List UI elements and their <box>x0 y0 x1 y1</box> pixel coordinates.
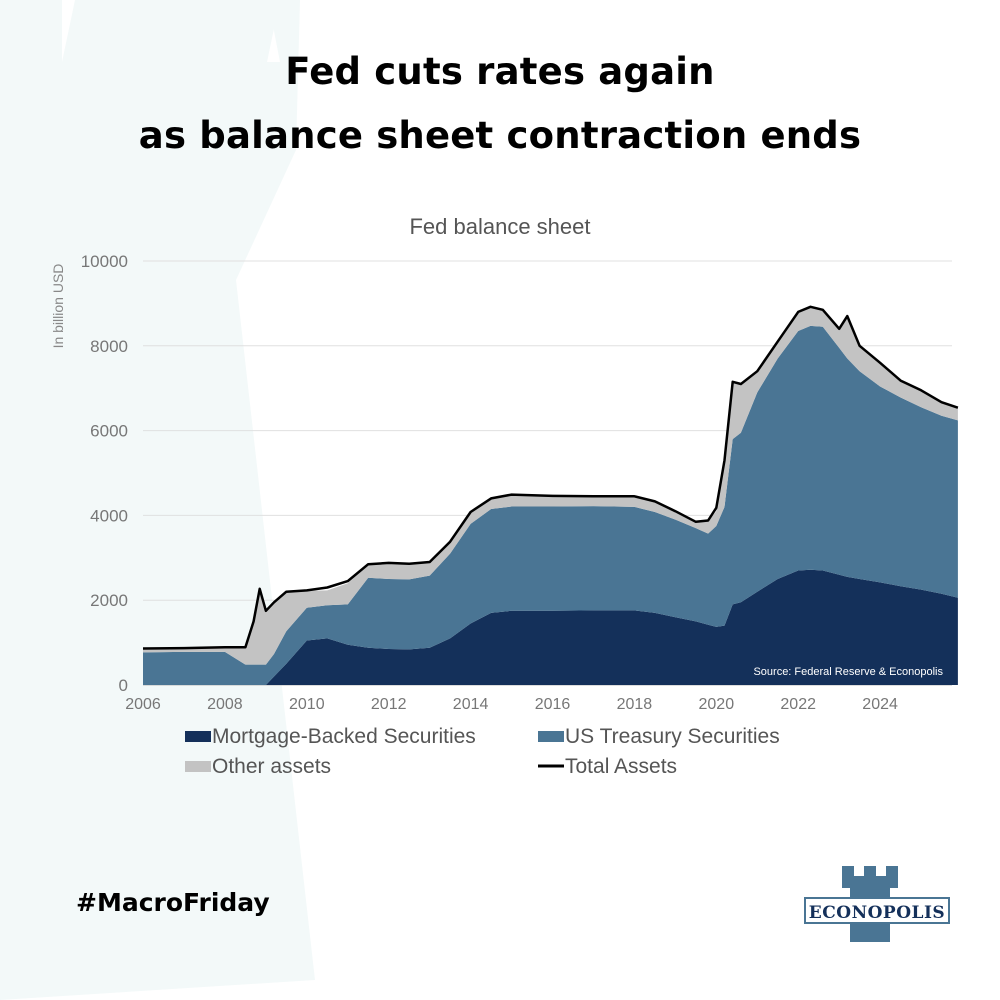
y-axis-label: In billion USD <box>50 264 66 349</box>
legend-label: US Treasury Securities <box>565 725 780 748</box>
legend-swatch <box>538 731 564 742</box>
x-tick-label: 2024 <box>862 696 898 713</box>
y-tick-label: 8000 <box>90 337 128 356</box>
legend-item-total: Total Assets <box>538 755 677 778</box>
x-tick-label: 2018 <box>617 696 653 713</box>
x-axis-ticks: 2006 2008 2010 2012 2014 2016 2018 2020 2022 2024 <box>125 696 898 713</box>
headline-line-1: Fed cuts rates again <box>285 50 715 93</box>
y-tick-label: 4000 <box>90 506 128 525</box>
line-total-assets <box>142 305 959 650</box>
hashtag: #MacroFriday <box>76 888 270 917</box>
chart-title: Fed balance sheet <box>409 214 591 239</box>
x-tick-label: 2022 <box>780 696 816 713</box>
area-treasury <box>143 325 958 685</box>
legend-item-other: Other assets <box>185 755 331 778</box>
y-axis-ticks: 0 2000 4000 6000 8000 10000 <box>81 252 128 695</box>
legend-label: Other assets <box>212 755 331 778</box>
legend-item-treasury: US Treasury Securities <box>538 725 780 748</box>
source-note: Source: Federal Reserve & Econopolis <box>753 666 943 678</box>
legend-item-mbs: Mortgage-Backed Securities <box>185 725 476 748</box>
x-tick-label: 2014 <box>453 696 489 713</box>
stacked-areas <box>143 306 958 685</box>
legend-swatch <box>185 761 211 772</box>
background-pale-band <box>0 0 315 1000</box>
x-tick-label: 2016 <box>535 696 571 713</box>
brand-name: ECONOPOLIS <box>809 903 945 923</box>
x-tick-label: 2012 <box>371 696 407 713</box>
y-tick-label: 10000 <box>81 252 128 271</box>
brand-banner <box>804 897 950 924</box>
legend-label: Mortgage-Backed Securities <box>212 725 476 748</box>
background-pale-shape <box>0 0 1000 62</box>
legend-label: Total Assets <box>565 755 677 778</box>
y-tick-label: 0 <box>119 676 128 695</box>
area-mbs <box>143 569 958 685</box>
x-tick-label: 2020 <box>699 696 735 713</box>
econopolis-logo: ECONOPOLIS <box>804 866 950 942</box>
y-tick-label: 2000 <box>90 591 128 610</box>
y-tick-label: 6000 <box>90 422 128 441</box>
legend-swatch <box>185 731 211 742</box>
x-tick-label: 2008 <box>207 696 243 713</box>
legend: Mortgage-Backed Securities US Treasury Se… <box>185 725 780 778</box>
headline-line-2: as balance sheet contraction ends <box>138 114 862 157</box>
x-tick-label: 2006 <box>125 696 161 713</box>
x-tick-label: 2010 <box>289 696 325 713</box>
total-line <box>142 305 959 650</box>
area-other <box>143 306 958 665</box>
